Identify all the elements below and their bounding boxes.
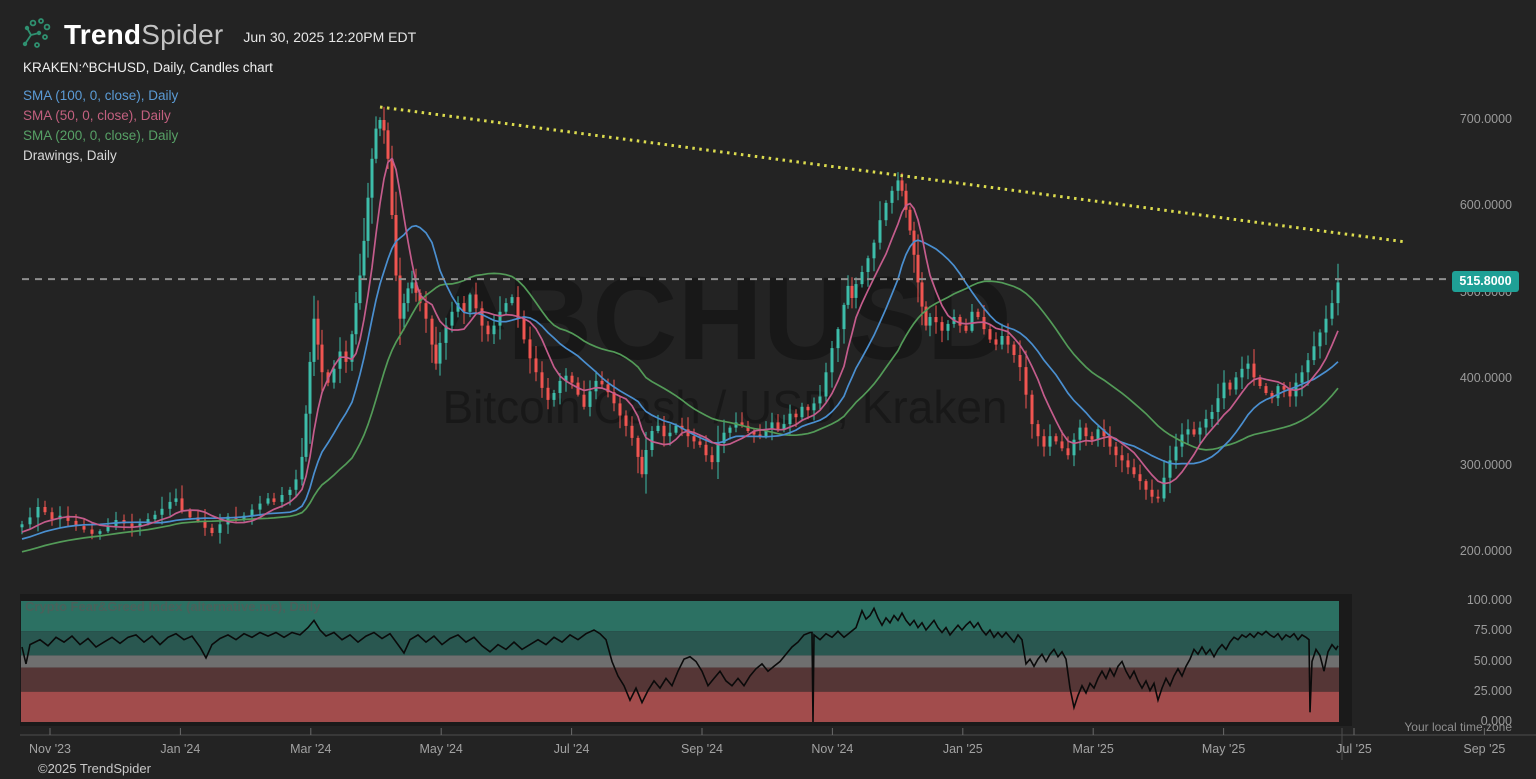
legend-item-drawings[interactable]: Drawings, Daily	[23, 148, 117, 163]
trendline-drawing[interactable]	[379, 105, 1407, 244]
chart-timestamp: Jun 30, 2025 12:20PM EDT	[243, 29, 417, 45]
symbol-title: KRAKEN:^BCHUSD, Daily, Candles chart	[23, 60, 273, 75]
fear-greed-band-2	[21, 655, 1339, 668]
sma-200-line[interactable]	[21, 272, 1339, 553]
brand-spider: Spider	[141, 19, 224, 50]
fear-greed-panel[interactable]	[20, 594, 1352, 726]
app-header: TrendSpider Jun 30, 2025 12:20PM EDT	[16, 16, 416, 54]
fear-greed-line	[21, 606, 1339, 723]
brand-trend: Trend	[64, 19, 142, 50]
fear-greed-band-0	[21, 601, 1339, 632]
legend-item-sma200[interactable]: SMA (200, 0, close), Daily	[23, 128, 179, 143]
fear-greed-band-1	[21, 631, 1339, 656]
legend-item-sma100[interactable]: SMA (100, 0, close), Daily	[23, 88, 179, 103]
candles-layer	[20, 106, 1340, 544]
fear-greed-panel-title: Crypto Fear&Greed Index (alternative.me)…	[25, 599, 321, 614]
indicator-legend: SMA (100, 0, close), Daily SMA (50, 0, c…	[23, 86, 178, 166]
fear-greed-band-3	[21, 667, 1339, 692]
time-axis[interactable]	[20, 728, 1536, 760]
timezone-note[interactable]: Your local time zone	[1404, 720, 1512, 734]
trendspider-logo-icon	[22, 18, 51, 48]
sma-50-line[interactable]	[21, 157, 1339, 533]
legend-item-sma50[interactable]: SMA (50, 0, close), Daily	[23, 108, 171, 123]
fear-greed-band-4	[21, 691, 1339, 722]
brand-wordmark: TrendSpider	[64, 19, 223, 51]
sma-100-line[interactable]	[21, 224, 1339, 540]
last-price-label: 515.8000	[1452, 271, 1519, 292]
copyright: ©2025 TrendSpider	[38, 761, 151, 776]
